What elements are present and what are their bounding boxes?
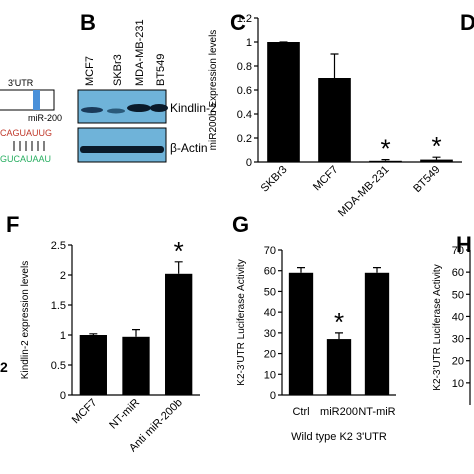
x-tick-label: BT549 (411, 164, 442, 195)
y-tick-label: 0 (270, 390, 276, 402)
error-bar (297, 267, 305, 273)
band (81, 107, 103, 113)
panel-letter: G (232, 212, 249, 237)
error-bar (381, 159, 390, 161)
y-tick-label: 60 (264, 266, 276, 278)
mirna-label: miR-200 (28, 113, 62, 123)
bar (369, 160, 402, 162)
y-tick-label: 0.4 (237, 109, 252, 121)
error-bar (89, 333, 98, 335)
band (107, 108, 125, 114)
y-tick-label: 0.8 (237, 61, 252, 73)
panel-letter: B (80, 10, 96, 35)
panel-letter: H (456, 232, 472, 257)
blot-row-label: β-Actin (170, 141, 208, 155)
y-axis-title: Kindlin-2 expression levels (20, 261, 31, 379)
y-tick-label: 30 (452, 334, 464, 346)
significance-mark: * (431, 131, 441, 161)
lane-label: MCF7 (84, 56, 96, 86)
panel-letter: C (230, 10, 246, 35)
x-tick-label: SKBr3 (259, 164, 290, 195)
significance-mark: * (380, 134, 390, 164)
x-tick-label: NT-miR (358, 406, 395, 418)
error-bar (330, 53, 339, 78)
error-bar (373, 267, 381, 273)
bar (318, 78, 351, 162)
error-bar (432, 156, 441, 160)
y-tick-label: 1.5 (51, 300, 66, 312)
band (150, 104, 168, 112)
significance-mark: * (174, 236, 184, 266)
utr-box (0, 89, 55, 111)
panel-letter: D (460, 10, 474, 35)
seq-bottom: GUCAUAAU (0, 154, 51, 164)
y-tick-label: 10 (452, 378, 464, 390)
seq-top: CAGUAUUG (0, 128, 52, 138)
y-tick-label: 0 (60, 390, 66, 402)
mir-site (33, 90, 40, 110)
error-bar (335, 332, 343, 340)
y-tick-label: 0.6 (237, 85, 252, 97)
blot-row-label: Kindlin-2 (170, 101, 217, 115)
bar (326, 339, 352, 395)
error-bar (132, 329, 140, 337)
y-tick-label: 50 (452, 289, 464, 301)
blot-actin (77, 127, 167, 163)
band (80, 146, 164, 153)
y-tick-label: 2.5 (51, 240, 66, 252)
lane-label: BT549 (155, 54, 167, 86)
y-tick-label: 50 (264, 286, 276, 298)
y-axis-title: K2-3'UTR Luciferase Activity (432, 264, 443, 390)
x-tick-label: NT-miR (107, 397, 142, 432)
y-tick-label: 0.2 (237, 133, 252, 145)
y-tick-label: 0 (246, 157, 252, 169)
band (127, 104, 151, 112)
y-axis-title: miR200b Expression levels (208, 30, 219, 151)
y-tick-label: 2 (60, 270, 66, 282)
y-tick-label: 1 (60, 330, 66, 342)
x-tick-label: MDA-MB-231 (336, 164, 392, 220)
y-tick-label: 1.2 (237, 13, 252, 25)
utr-label: 3'UTR (8, 78, 34, 88)
y-tick-label: 10 (264, 369, 276, 381)
bar (288, 272, 314, 395)
bar (122, 336, 150, 395)
y-tick-label: 70 (452, 245, 464, 257)
x-tick-label: MCF7 (70, 397, 100, 427)
lane-label: SKBr3 (112, 54, 124, 86)
y-tick-label: 1 (246, 37, 252, 49)
y-tick-label: 60 (452, 267, 464, 279)
bar (79, 335, 107, 395)
y-axis-title: K2-3'UTR Luciferase Activity (236, 259, 247, 385)
bar (420, 159, 453, 162)
x-tick-label: MCF7 (311, 164, 341, 194)
y-tick-label: 70 (264, 245, 276, 257)
y-tick-label: 30 (264, 328, 276, 340)
x-tick-label: miR200 (320, 406, 358, 418)
y-tick-label: 20 (452, 356, 464, 368)
y-tick-label: 0.5 (51, 360, 66, 372)
significance-mark: * (334, 307, 344, 337)
y-tick-label: 20 (264, 349, 276, 361)
bar (364, 272, 390, 395)
y-tick-label: 40 (452, 311, 464, 323)
pairing-lines (13, 141, 45, 151)
bar (165, 273, 193, 395)
panel-fragment: 2 (0, 359, 8, 375)
x-tick-label: Ctrl (292, 406, 309, 418)
bar (267, 42, 300, 162)
x-axis-title: Wild type K2 3'UTR (291, 431, 387, 443)
error-bar (174, 261, 183, 274)
lane-label: MDA-MB-231 (134, 19, 146, 86)
panel-letter: F (6, 212, 19, 237)
y-tick-label: 40 (264, 307, 276, 319)
